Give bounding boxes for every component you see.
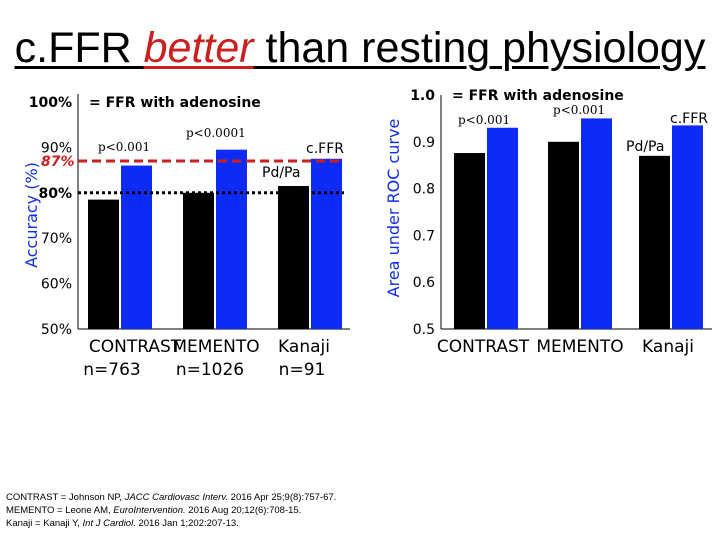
y-tick-label: 0.9 (413, 135, 435, 151)
y-tick-label: 80% (38, 186, 72, 202)
slide-title: c.FFR better than resting physiology (0, 22, 720, 74)
bar-pdpa-contrast (454, 153, 485, 329)
auc-chart: 1.0 0.9 0.8 0.7 0.6 0.5 = FFR with adenosine Ar… (384, 88, 712, 357)
series-label: c.FFR (670, 111, 708, 127)
p-value-label: p<0.0001 (186, 126, 246, 140)
series-label: c.FFR (306, 141, 344, 157)
sample-size-label: n=763 (83, 360, 140, 380)
sample-size-label: n=1026 (176, 360, 244, 380)
reference-line: Kanaji = Kanaji Y, Int J Cardiol. 2016 J… (6, 518, 239, 529)
y-tick-label: 0.8 (413, 182, 435, 198)
series-label: Pd/Pa (262, 165, 300, 181)
y-tick-label: 90% (41, 140, 72, 156)
bar-cffr-kanaji (672, 125, 703, 329)
bar-cffr-memento (216, 149, 247, 329)
title-prefix: c.FFR (14, 24, 144, 72)
y-tick-label: 70% (41, 231, 72, 247)
bar-cffr-memento (581, 118, 612, 330)
series-label: Pd/Pa (626, 139, 664, 155)
bar-cffr-contrast (121, 165, 152, 329)
y-tick-label: 50% (41, 322, 72, 338)
p-value-label: p<0.001 (98, 140, 150, 154)
x-tick-label: MEMENTO (172, 337, 259, 357)
reference-legend-label: = FFR with adenosine (89, 95, 261, 111)
p-value-label: p<0.001 (553, 103, 605, 117)
bar-pdpa-kanaji (639, 155, 670, 329)
reference-line: MEMENTO = Leone AM, EuroIntervention. 20… (6, 505, 302, 516)
bar-pdpa-memento (183, 192, 214, 329)
references: CONTRAST = Johnson NP, JACC Cardiovasc I… (6, 491, 336, 530)
bar-cffr-kanaji (311, 158, 342, 329)
title-suffix: than resting physiology (253, 24, 706, 72)
y-axis-title: Area under ROC curve (384, 119, 403, 298)
accuracy-chart: 100% 90% 80% 70% 60% 50% = FFR with adenosine A… (22, 94, 350, 380)
bar-pdpa-memento (548, 141, 579, 329)
y-tick-label: 0.7 (413, 228, 435, 244)
y-tick-label: 0.5 (413, 322, 435, 338)
x-tick-label: Kanaji (278, 337, 330, 357)
x-tick-label: MEMENTO (536, 337, 623, 357)
title-emphasis: better (143, 24, 254, 72)
y-tick-label: 60% (41, 277, 72, 293)
sample-size-label: n=91 (279, 360, 326, 380)
reference-line: CONTRAST = Johnson NP, JACC Cardiovasc I… (6, 492, 337, 503)
y-tick-label: 0.6 (413, 275, 435, 291)
bar-cffr-contrast (487, 127, 518, 329)
bar-pdpa-kanaji (278, 185, 309, 329)
x-tick-label: CONTRAST (437, 337, 530, 357)
bar-pdpa-contrast (88, 199, 119, 329)
y-tick-label: 1.0 (410, 88, 435, 104)
p-value-label: p<0.001 (458, 113, 510, 127)
x-tick-label: CONTRAST (89, 337, 182, 357)
reference-legend-label: = FFR with adenosine (452, 88, 624, 104)
reference-value-label: 87% (41, 154, 75, 170)
y-axis-title: Accuracy (%) (22, 162, 41, 268)
y-tick-label: 100% (29, 95, 72, 111)
x-tick-label: Kanaji (642, 337, 694, 357)
